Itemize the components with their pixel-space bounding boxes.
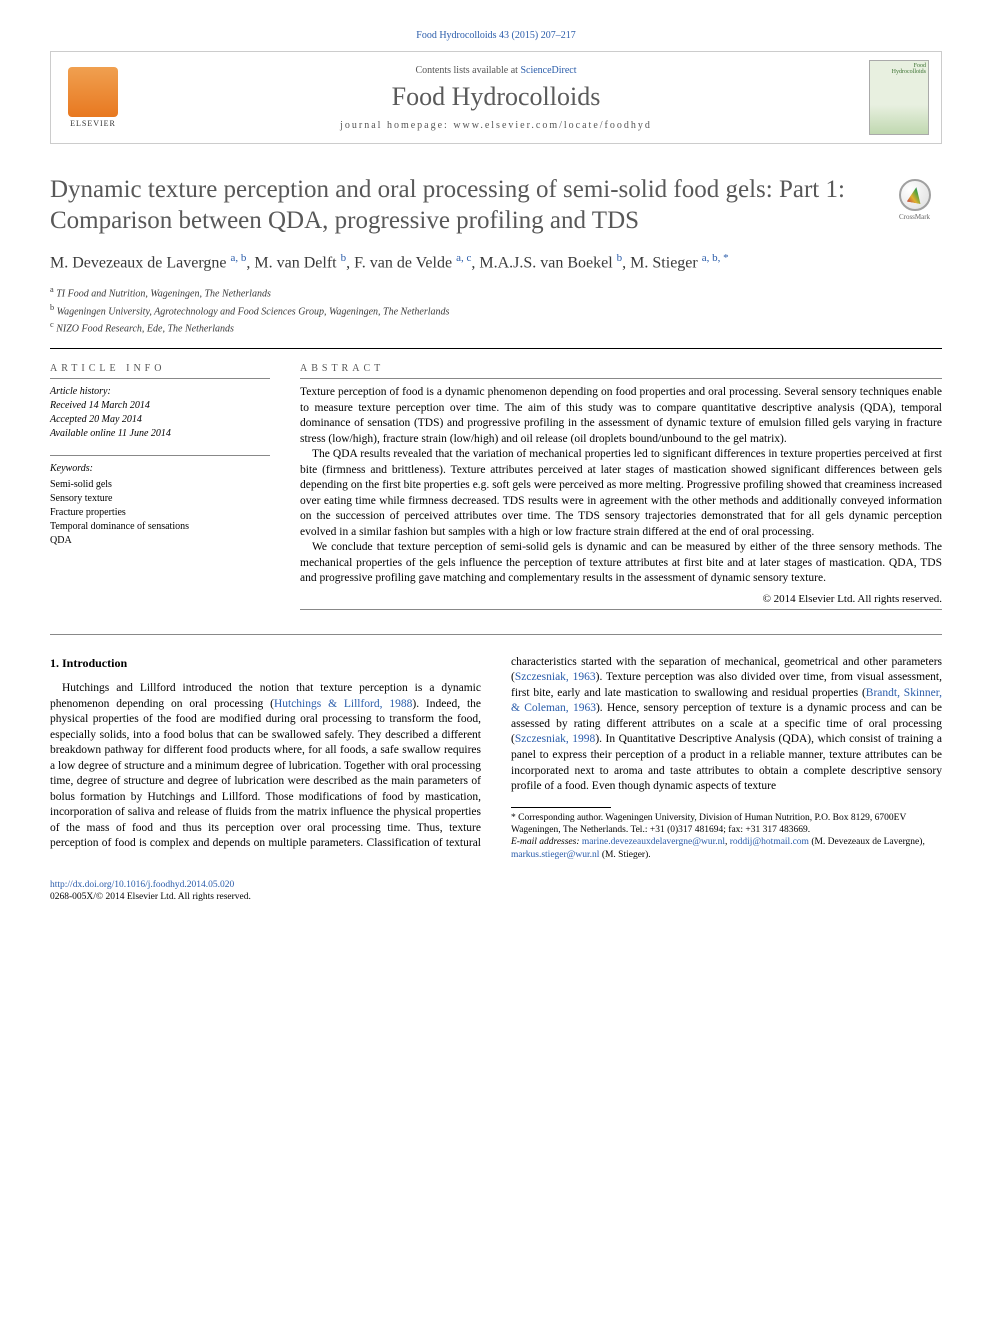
- abstract-p2: The QDA results revealed that the variat…: [300, 447, 942, 540]
- abstract-p1: Texture perception of food is a dynamic …: [300, 385, 942, 447]
- citation-line: Food Hydrocolloids 43 (2015) 207–217: [50, 30, 942, 41]
- journal-cover-thumbnail: Food Hydrocolloids: [869, 60, 929, 135]
- contents-available-line: Contents lists available at ScienceDirec…: [123, 65, 869, 76]
- keyword-item: Semi-solid gels: [50, 478, 270, 492]
- affiliation-b: Wageningen University, Agrotechnology an…: [57, 306, 450, 317]
- citation-link[interactable]: Hutchings & Lillford, 1988: [274, 698, 412, 710]
- article-history: Article history: Received 14 March 2014 …: [50, 385, 270, 441]
- issn-copyright: 0268-005X/© 2014 Elsevier Ltd. All right…: [50, 892, 251, 902]
- journal-homepage: journal homepage: www.elsevier.com/locat…: [123, 120, 869, 131]
- homepage-url[interactable]: www.elsevier.com/locate/foodhyd: [453, 120, 652, 131]
- history-label: Article history:: [50, 385, 270, 399]
- doi-link[interactable]: http://dx.doi.org/10.1016/j.foodhyd.2014…: [50, 880, 234, 890]
- email-name: (M. Stieger).: [599, 850, 650, 860]
- corresponding-author: * Corresponding author. Wageningen Unive…: [511, 812, 942, 837]
- email-name: (M. Devezeaux de Lavergne),: [811, 837, 925, 847]
- divider: [50, 634, 942, 635]
- keyword-item: Sensory texture: [50, 492, 270, 506]
- journal-masthead: ELSEVIER Contents lists available at Sci…: [50, 51, 942, 144]
- elsevier-logo: ELSEVIER: [63, 67, 123, 128]
- citation-link[interactable]: Szczesniak, 1963: [515, 671, 596, 683]
- article-body: 1. Introduction Hutchings and Lillford i…: [50, 655, 942, 861]
- affiliation-a: TI Food and Nutrition, Wageningen, The N…: [56, 289, 271, 300]
- footnote-separator: [511, 807, 611, 808]
- homepage-prefix: journal homepage:: [340, 120, 453, 131]
- email-link[interactable]: marine.devezeauxdelavergne@wur.nl: [582, 837, 725, 847]
- divider: [50, 348, 942, 349]
- sciencedirect-link[interactable]: ScienceDirect: [520, 65, 576, 76]
- crossmark-badge[interactable]: CrossMark: [887, 179, 942, 221]
- accepted-date: Accepted 20 May 2014: [50, 413, 270, 427]
- divider: [50, 378, 270, 379]
- email-link[interactable]: roddij@hotmail.com: [730, 837, 809, 847]
- abstract-text: Texture perception of food is a dynamic …: [300, 385, 942, 587]
- article-title: Dynamic texture perception and oral proc…: [50, 174, 942, 237]
- abstract-copyright: © 2014 Elsevier Ltd. All rights reserved…: [300, 593, 942, 605]
- received-date: Received 14 March 2014: [50, 399, 270, 413]
- crossmark-label: CrossMark: [899, 213, 930, 221]
- contents-prefix: Contents lists available at: [415, 65, 520, 76]
- keywords-block: Keywords: Semi-solid gels Sensory textur…: [50, 462, 270, 548]
- affiliations: a TI Food and Nutrition, Wageningen, The…: [50, 284, 942, 336]
- journal-name: Food Hydrocolloids: [123, 82, 869, 112]
- cover-title-2: Hydrocolloids: [892, 69, 926, 75]
- article-info-heading: ARTICLE INFO: [50, 363, 270, 374]
- affiliation-c: NIZO Food Research, Ede, The Netherlands: [56, 323, 234, 334]
- keyword-item: Fracture properties: [50, 506, 270, 520]
- citation-link[interactable]: Szczesniak, 1998: [515, 733, 595, 745]
- keyword-item: Temporal dominance of sensations: [50, 520, 270, 534]
- email-label: E-mail addresses:: [511, 837, 580, 847]
- page-footer: http://dx.doi.org/10.1016/j.foodhyd.2014…: [50, 879, 942, 904]
- keyword-item: QDA: [50, 534, 270, 548]
- divider: [300, 378, 942, 379]
- email-link[interactable]: markus.stieger@wur.nl: [511, 850, 599, 860]
- divider: [300, 609, 942, 610]
- elsevier-tree-icon: [68, 67, 118, 117]
- section-heading-introduction: 1. Introduction: [50, 655, 481, 671]
- keywords-label: Keywords:: [50, 462, 270, 476]
- abstract-p3: We conclude that texture perception of s…: [300, 540, 942, 587]
- publisher-name: ELSEVIER: [70, 119, 116, 128]
- crossmark-icon: [899, 179, 931, 211]
- author-list: M. Devezeaux de Lavergne a, b, M. van De…: [50, 251, 942, 275]
- abstract-heading: ABSTRACT: [300, 363, 942, 374]
- online-date: Available online 11 June 2014: [50, 427, 270, 441]
- footnotes: * Corresponding author. Wageningen Unive…: [511, 812, 942, 861]
- divider: [50, 455, 270, 456]
